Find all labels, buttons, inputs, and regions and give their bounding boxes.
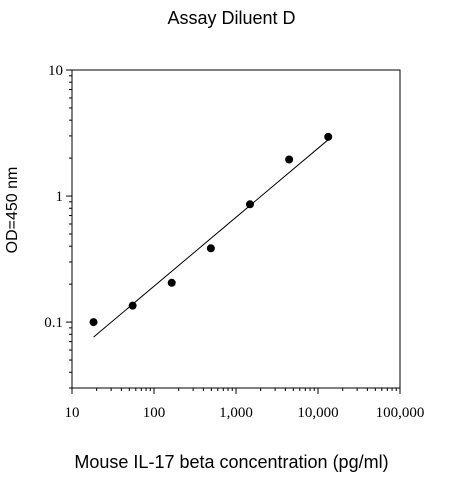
data-point bbox=[245, 200, 254, 209]
y-tick-label: 1 bbox=[56, 189, 64, 205]
fit-line-group bbox=[93, 139, 329, 338]
y-tick-label: 0.1 bbox=[44, 315, 63, 331]
data-point bbox=[167, 278, 176, 287]
x-axis-label: Mouse IL-17 beta concentration (pg/ml) bbox=[74, 452, 389, 472]
data-point bbox=[285, 155, 294, 164]
chart-title: Assay Diluent D bbox=[167, 8, 296, 28]
x-tick-label: 1,000 bbox=[219, 405, 253, 421]
x-tick-label: 10 bbox=[65, 405, 80, 421]
regression-line bbox=[93, 139, 329, 338]
x-tick-label: 100 bbox=[143, 405, 166, 421]
x-tick-label: 100,000 bbox=[376, 405, 425, 421]
axis-ticks: 10 100 1,000 10,000 100,000 0.1 1 10 bbox=[44, 63, 424, 421]
data-point bbox=[128, 301, 137, 310]
data-point bbox=[89, 318, 98, 327]
data-points bbox=[89, 132, 333, 327]
plot-area-border bbox=[71, 69, 401, 389]
data-point bbox=[324, 132, 333, 141]
data-point bbox=[206, 244, 215, 253]
x-tick-label: 10,000 bbox=[297, 405, 338, 421]
y-axis-label: OD=450 nm bbox=[4, 166, 21, 254]
y-tick-label: 10 bbox=[48, 63, 63, 79]
plot-frame bbox=[71, 69, 401, 389]
